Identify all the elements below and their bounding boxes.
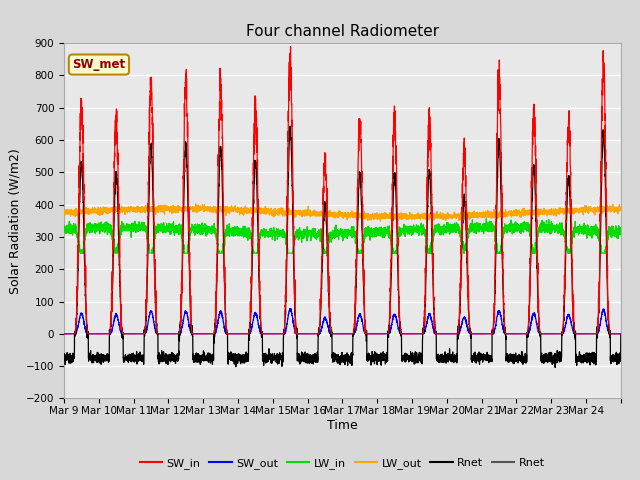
LW_out (175, 208, 183, 214)
SW_in (617, 331, 625, 336)
Line: Rnet: Rnet (64, 126, 621, 368)
X-axis label: Time: Time (327, 419, 358, 432)
SW_out (175, 331, 183, 336)
SW_in (287, 44, 294, 49)
Rnet (364, 358, 371, 364)
Legend: SW_in, SW_out, LW_in, LW_out, Rnet, Rnet: SW_in, SW_out, LW_in, LW_out, Rnet, Rnet (136, 454, 549, 473)
Rnet (551, 365, 559, 371)
LW_out (393, 211, 401, 217)
LW_in (76, 250, 84, 256)
SW_out (495, 309, 503, 314)
Line: LW_out: LW_out (64, 204, 621, 221)
Y-axis label: Solar Radiation (W/m2): Solar Radiation (W/m2) (9, 148, 22, 294)
LW_out (364, 212, 371, 217)
LW_out (617, 206, 625, 212)
Rnet (286, 123, 294, 129)
LW_out (192, 201, 200, 207)
SW_out (364, 331, 371, 336)
SW_in (393, 200, 401, 206)
LW_out (376, 218, 384, 224)
SW_out (523, 331, 531, 336)
SW_out (617, 331, 625, 336)
LW_in (364, 230, 371, 236)
SW_in (523, 331, 531, 336)
LW_in (60, 228, 68, 233)
LW_out (495, 210, 503, 216)
Title: Four channel Radiometer: Four channel Radiometer (246, 24, 439, 39)
LW_out (537, 208, 545, 214)
SW_out (60, 331, 68, 336)
LW_in (393, 250, 401, 256)
SW_out (287, 306, 295, 312)
LW_in (495, 250, 503, 256)
LW_out (523, 211, 531, 216)
Line: SW_out: SW_out (64, 309, 621, 334)
SW_out (537, 331, 545, 336)
LW_in (523, 220, 531, 226)
Rnet (60, 355, 68, 361)
SW_in (537, 331, 545, 336)
Line: SW_in: SW_in (64, 47, 621, 334)
SW_out (393, 318, 401, 324)
SW_in (175, 330, 183, 336)
LW_out (60, 210, 68, 216)
SW_in (60, 331, 68, 336)
LW_in (617, 225, 625, 230)
SW_in (495, 84, 503, 90)
Rnet (537, 358, 545, 364)
SW_in (364, 331, 371, 336)
Rnet (523, 352, 531, 358)
Rnet (175, 338, 183, 344)
Text: SW_met: SW_met (72, 58, 125, 71)
Line: LW_in: LW_in (64, 219, 621, 253)
LW_in (537, 226, 545, 232)
LW_in (483, 216, 490, 222)
Rnet (495, 136, 503, 142)
Rnet (617, 331, 625, 336)
Rnet (393, 226, 401, 231)
LW_in (176, 221, 184, 227)
